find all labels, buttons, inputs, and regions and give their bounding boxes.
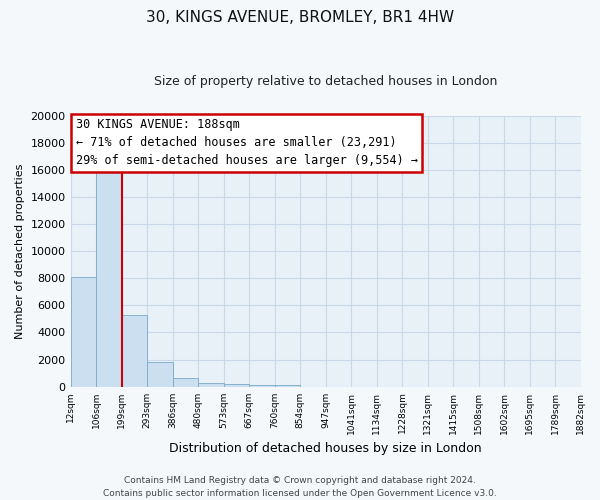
- Bar: [224, 384, 249, 386]
- Bar: [249, 384, 275, 386]
- Title: Size of property relative to detached houses in London: Size of property relative to detached ho…: [154, 75, 497, 88]
- Bar: [147, 362, 173, 386]
- Bar: [71, 277, 96, 386]
- Y-axis label: Number of detached properties: Number of detached properties: [15, 164, 25, 339]
- Bar: [198, 382, 224, 386]
- Text: 30 KINGS AVENUE: 188sqm
← 71% of detached houses are smaller (23,291)
29% of sem: 30 KINGS AVENUE: 188sqm ← 71% of detache…: [76, 118, 418, 168]
- Bar: [173, 378, 198, 386]
- X-axis label: Distribution of detached houses by size in London: Distribution of detached houses by size …: [169, 442, 482, 455]
- Text: 30, KINGS AVENUE, BROMLEY, BR1 4HW: 30, KINGS AVENUE, BROMLEY, BR1 4HW: [146, 10, 454, 25]
- Bar: [122, 315, 147, 386]
- Text: Contains HM Land Registry data © Crown copyright and database right 2024.
Contai: Contains HM Land Registry data © Crown c…: [103, 476, 497, 498]
- Bar: [275, 384, 300, 386]
- Bar: [96, 163, 122, 386]
